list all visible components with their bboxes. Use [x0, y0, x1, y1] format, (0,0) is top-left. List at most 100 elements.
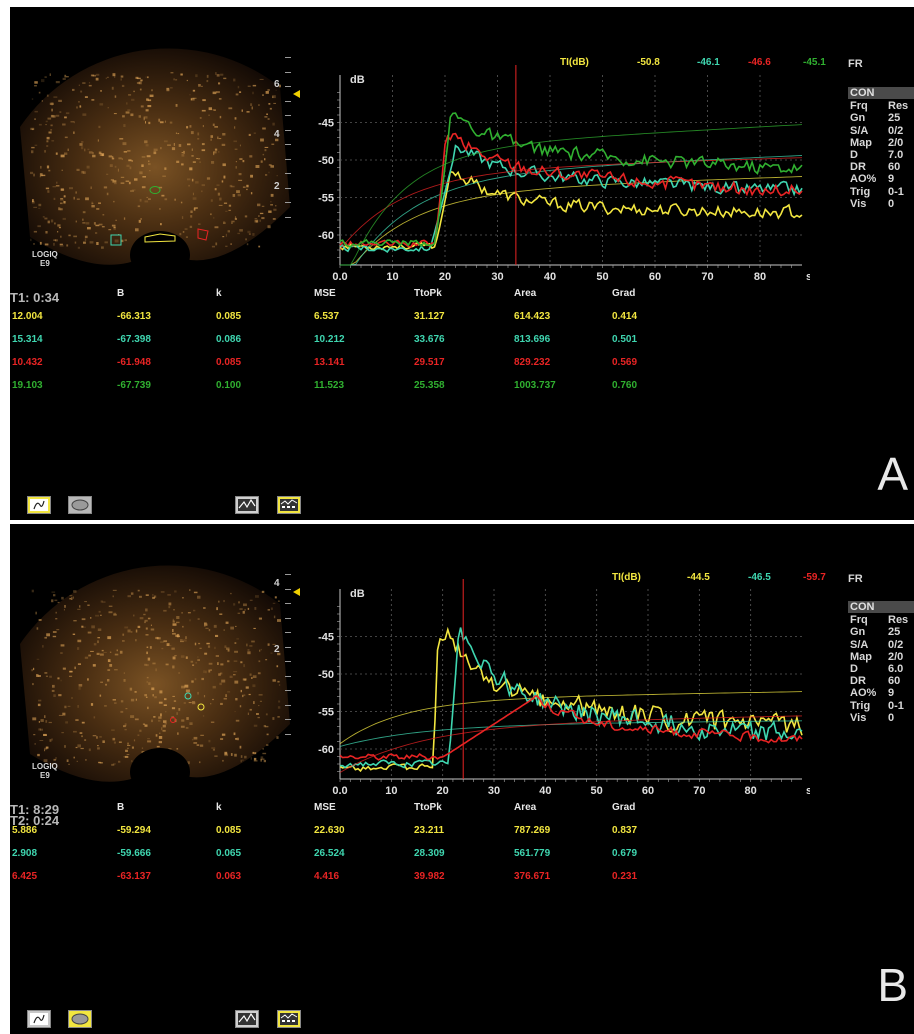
table-cell: 0.837: [612, 825, 638, 836]
depth-tick: [285, 588, 291, 590]
ultrasound-image[interactable]: [10, 47, 300, 277]
ultrasound-image[interactable]: [10, 564, 300, 794]
tic-curve-cyan: [340, 627, 803, 769]
roi-green[interactable]: [149, 186, 161, 194]
tic-curve-green: [339, 112, 803, 248]
depth-tick: [285, 661, 291, 662]
table-cell: -66.313: [117, 311, 151, 322]
panel-label: B: [877, 959, 908, 1011]
table-cell: 22.630: [314, 825, 345, 836]
depth-tick: [285, 173, 291, 174]
depth-tick: [285, 71, 291, 73]
settings-row: Frq Res: [848, 100, 914, 112]
settings-row: Gn 25: [848, 626, 914, 638]
roi-cyan[interactable]: [184, 692, 192, 700]
panel-separator: [0, 520, 914, 524]
roi-cyan[interactable]: [110, 234, 122, 246]
settings-row: D 7.0: [848, 149, 914, 161]
table-cell: 0.231: [612, 871, 638, 882]
ti-label: TI(dB): [560, 57, 589, 68]
fr-text: FR: [848, 58, 863, 70]
tic-curve-red: [339, 695, 803, 761]
table-row: 6.425 -63.137 0.063 4.416 39.982 376.671 0.231: [10, 871, 710, 894]
table-cell: -59.294: [117, 825, 151, 836]
ellipse-roi-button[interactable]: [68, 1010, 92, 1028]
setting-key: Trig: [850, 185, 871, 198]
fr-text: FR: [848, 573, 863, 585]
ti-value-red: -59.7: [803, 572, 826, 583]
curve-display-button[interactable]: [235, 1010, 259, 1028]
chart-table-icon: [277, 1010, 301, 1028]
fit-curve-cyan: [339, 720, 803, 747]
settings-header: CON: [848, 87, 914, 100]
focus-marker-icon[interactable]: [293, 90, 300, 98]
table-display-button[interactable]: [277, 496, 301, 514]
setting-key: DR: [850, 161, 866, 174]
table-cell: 1003.737: [514, 380, 556, 391]
ellipse-icon: [68, 1010, 92, 1028]
x-tick-label: 40: [544, 271, 556, 283]
settings-row: Trig 0-1: [848, 700, 914, 712]
setting-key: Trig: [850, 699, 871, 712]
settings-row: AO% 9: [848, 687, 914, 699]
ti-value-cyan: -46.1: [697, 57, 720, 68]
settings-row: Vis 0: [848, 712, 914, 724]
y-tick-label: -45: [318, 118, 334, 130]
table-cell: 0.063: [216, 871, 242, 882]
tic-chart[interactable]: -45 -50 -55 -60 0.0 10 20 30 40 50 60 70 80 dB s: [310, 65, 810, 290]
x-tick-label: 40: [539, 785, 551, 797]
settings-row: AO% 9: [848, 173, 914, 185]
table-cell: 0.085: [216, 357, 242, 368]
setting-value: Res: [888, 614, 909, 627]
column-header: k: [216, 288, 222, 299]
settings-row: S/A 0/2: [848, 125, 914, 137]
ti-value-yellow: -50.8: [637, 57, 660, 68]
ellipse-roi-button[interactable]: [68, 496, 92, 514]
y-tick-label: -45: [318, 632, 334, 644]
table-cell: 10.432: [12, 357, 43, 368]
table-display-button[interactable]: [277, 1010, 301, 1028]
depth-tick: [285, 704, 291, 706]
tic-chart[interactable]: -45 -50 -55 -60 0.0 10 20 30 40 50 60 70 80 dB s: [310, 579, 810, 804]
table-cell: 0.760: [612, 380, 638, 391]
freehand-roi-button[interactable]: [27, 1010, 51, 1028]
setting-value: 9: [888, 687, 895, 700]
chart-table-icon: [277, 496, 301, 514]
speckle-texture: [30, 72, 281, 250]
ultrasound-sector: [20, 48, 290, 265]
table-row: 10.432 -61.948 0.085 13.141 29.517 829.232 0.5…: [10, 357, 710, 380]
depth-tick: [285, 57, 291, 58]
table-row: 12.004 -66.313 0.085 6.537 31.127 614.423 0.41…: [10, 311, 710, 334]
setting-key: Gn: [850, 112, 866, 125]
curve-display-button[interactable]: [235, 496, 259, 514]
roi-yellow[interactable]: [144, 233, 176, 243]
logiq-logo: LOGIQ E9: [32, 762, 58, 780]
focus-marker-icon[interactable]: [293, 588, 300, 596]
settings-row: Map 2/0: [848, 137, 914, 149]
table-cell: 23.211: [414, 825, 445, 836]
roi-red[interactable]: [197, 228, 209, 241]
depth-tick: [285, 158, 291, 160]
y-tick-label: -50: [318, 155, 334, 167]
roi-yellow[interactable]: [197, 703, 205, 711]
table-cell: 4.416: [314, 871, 340, 882]
table-cell: 813.696: [514, 334, 551, 345]
x-tick-label: 50: [591, 785, 603, 797]
logo-line: E9: [39, 771, 50, 780]
y-axis-label: dB: [350, 74, 365, 86]
curve-chart-icon: [235, 496, 259, 514]
settings-panel: CON Frq Res Gn 25 S/A 0/2 Map 2/0 D 7.0 DR 60 AO% 9 Tri…: [848, 87, 914, 210]
roi-red[interactable]: [170, 717, 176, 723]
freehand-roi-button[interactable]: [27, 496, 51, 514]
table-cell: 10.212: [314, 334, 345, 345]
setting-key: DR: [850, 675, 866, 688]
ti-value-red: -46.6: [748, 57, 771, 68]
depth-tick: [285, 115, 291, 116]
table-row: 5.886 -59.294 0.085 22.630 23.211 787.269 0.83…: [10, 825, 710, 848]
setting-value: Res: [888, 100, 909, 113]
setting-key: Frq: [850, 614, 868, 627]
fit-curve-cyan: [340, 155, 803, 266]
tic-curve-yellow: [339, 170, 803, 251]
